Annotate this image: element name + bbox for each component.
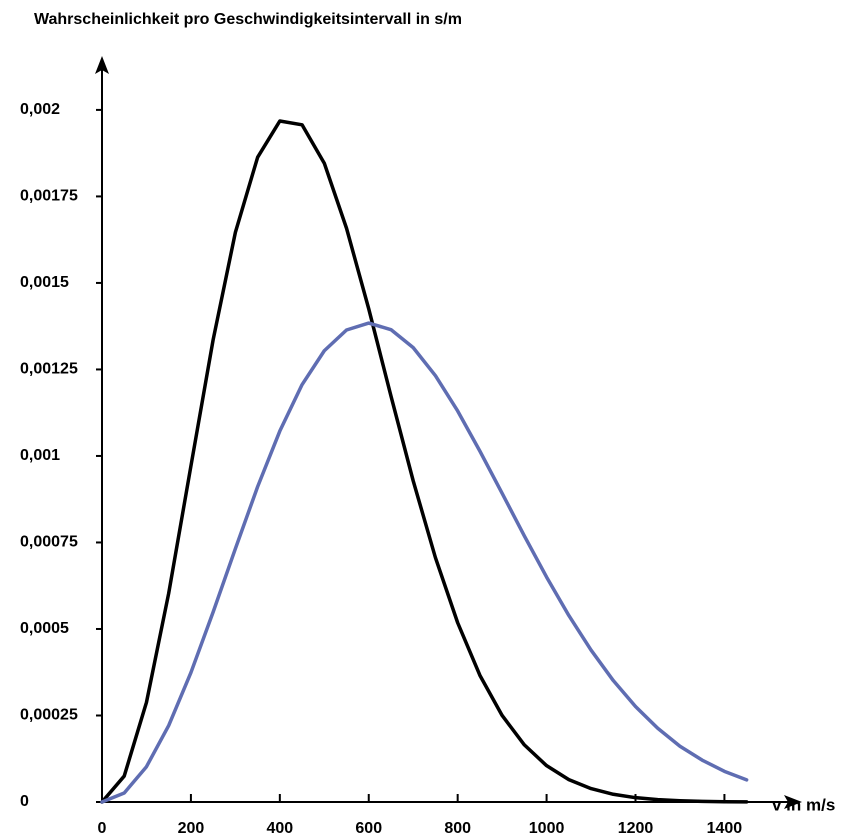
y-tick-label: 0,0015 xyxy=(20,274,69,291)
y-tick-label: 0,00075 xyxy=(20,534,78,551)
y-tick-label: 0,002 xyxy=(20,101,60,118)
x-tick-label: 600 xyxy=(355,820,382,837)
y-arrow xyxy=(95,56,109,74)
x-tick-label: 200 xyxy=(178,820,205,837)
x-tick-label: 1000 xyxy=(529,820,565,837)
x-tick-label: 0 xyxy=(98,820,107,837)
y-tick-label: 0,0005 xyxy=(20,620,69,637)
x-tick-label: 1200 xyxy=(618,820,654,837)
x-tick-label: 800 xyxy=(444,820,471,837)
series-line xyxy=(100,119,749,804)
y-tick-label: 0,001 xyxy=(20,447,60,464)
y-tick-label: 0,00025 xyxy=(20,707,78,724)
y-tick-label: 0,00175 xyxy=(20,188,78,205)
x-arrow xyxy=(784,795,802,809)
series-line xyxy=(100,321,749,804)
x-tick-label: 400 xyxy=(266,820,293,837)
x-tick-label: 1400 xyxy=(707,820,743,837)
x-axis-label: v in m/s xyxy=(772,795,835,814)
chart-title: Wahrscheinlichkeit pro Geschwindigkeitsi… xyxy=(34,11,462,28)
y-tick-label: 0 xyxy=(20,793,29,810)
y-tick-label: 0,00125 xyxy=(20,361,78,378)
